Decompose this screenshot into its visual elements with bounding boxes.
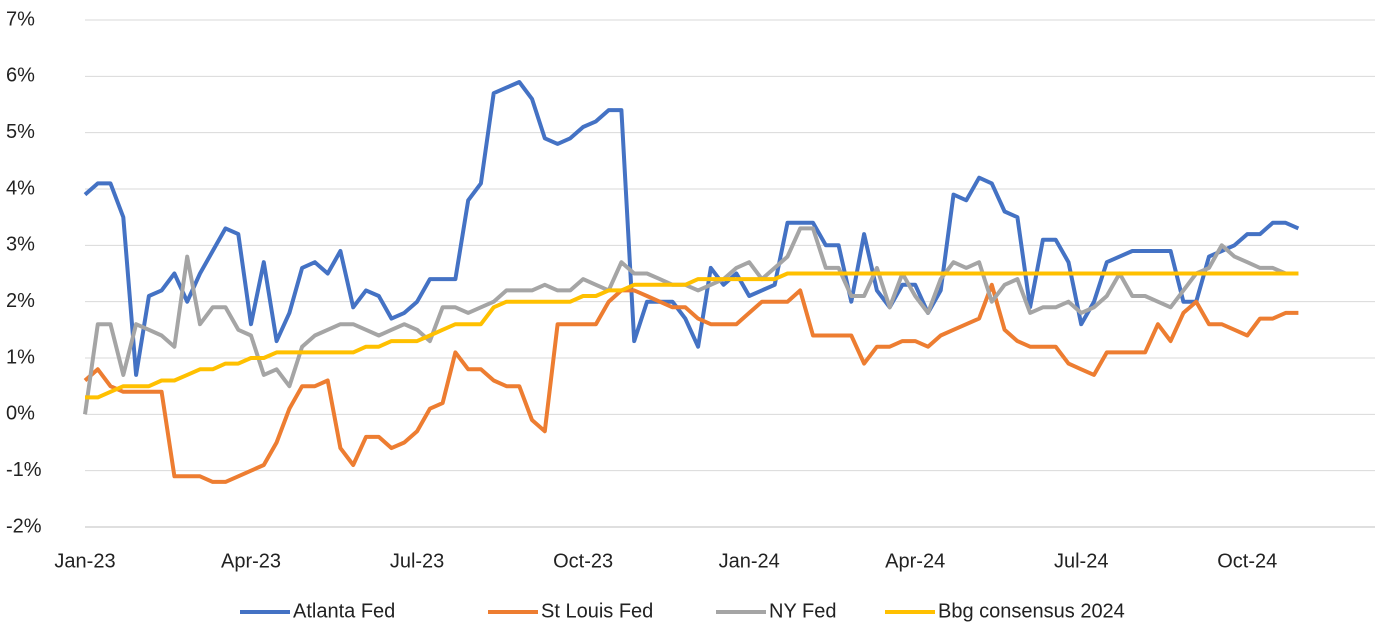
x-tick-label: Oct-23 [553,550,613,572]
series-line [83,282,1299,484]
x-tick-label: Jan-24 [719,550,780,572]
x-tick-label: Apr-24 [885,550,945,572]
legend-label: Atlanta Fed [293,600,395,622]
y-tick-label: -1% [6,459,42,481]
y-tick-label: 7% [6,8,35,30]
legend-label: Bbg consensus 2024 [938,600,1125,622]
y-tick-label: 2% [6,290,35,312]
y-tick-label: 4% [6,177,35,199]
x-tick-label: Apr-23 [221,550,281,572]
legend-label: St Louis Fed [541,600,653,622]
series-line [83,80,1300,377]
x-tick-label: Jul-23 [390,550,444,572]
y-tick-label: 6% [6,65,35,87]
y-tick-label: 1% [6,346,35,368]
y-tick-label: 0% [6,403,35,425]
x-tick-label: Oct-24 [1217,550,1277,572]
y-tick-label: -2% [6,515,42,537]
y-tick-label: 5% [6,121,35,143]
y-tick-label: 3% [6,234,35,256]
legend-label: NY Fed [769,600,836,622]
series-line [85,271,1299,400]
series-line [83,226,1299,415]
x-tick-label: Jul-24 [1054,550,1108,572]
x-tick-label: Jan-23 [54,550,115,572]
